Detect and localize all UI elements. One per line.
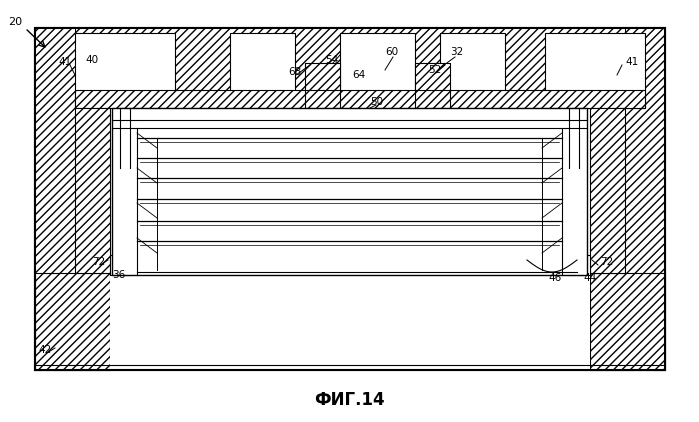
Bar <box>35 28 665 90</box>
Bar <box>230 33 295 108</box>
Bar <box>110 255 132 275</box>
Text: 40: 40 <box>85 55 98 65</box>
Text: 44: 44 <box>583 273 596 283</box>
Text: 72: 72 <box>92 257 106 267</box>
Text: 41: 41 <box>58 57 71 67</box>
Bar <box>35 28 665 370</box>
Text: 52: 52 <box>428 65 441 75</box>
Bar <box>75 108 110 273</box>
Bar <box>568 255 590 275</box>
Text: 46: 46 <box>548 273 561 283</box>
Text: 72: 72 <box>600 257 613 267</box>
Text: 20: 20 <box>8 17 22 27</box>
Bar <box>75 108 110 273</box>
Text: 36: 36 <box>112 270 125 280</box>
Bar <box>75 33 175 108</box>
Text: 60: 60 <box>385 47 398 57</box>
Bar <box>625 28 665 370</box>
Bar <box>590 108 625 273</box>
Bar <box>440 33 505 108</box>
Bar <box>415 63 450 118</box>
Bar <box>545 33 645 108</box>
Text: 50: 50 <box>370 97 383 107</box>
Bar <box>305 63 340 118</box>
Bar <box>35 273 110 370</box>
Text: ФИГ.14: ФИГ.14 <box>314 391 385 409</box>
Bar <box>340 33 415 108</box>
Text: 42: 42 <box>38 345 51 355</box>
Text: 68: 68 <box>288 67 301 77</box>
Text: 32: 32 <box>450 47 463 57</box>
Bar <box>35 273 110 370</box>
Bar <box>415 63 450 118</box>
Bar <box>590 273 665 370</box>
Bar <box>568 255 590 275</box>
Bar <box>590 273 665 370</box>
Bar <box>112 108 587 275</box>
Bar <box>75 108 110 273</box>
Bar <box>75 90 645 108</box>
Text: 64: 64 <box>352 70 366 80</box>
Bar <box>110 255 132 275</box>
Text: 41: 41 <box>625 57 638 67</box>
Bar <box>75 90 645 108</box>
Bar <box>35 28 75 370</box>
Bar <box>110 275 590 370</box>
Bar <box>35 28 665 370</box>
Bar <box>590 108 625 273</box>
Text: 54: 54 <box>325 55 338 65</box>
Bar <box>305 63 340 118</box>
Bar <box>590 108 625 273</box>
